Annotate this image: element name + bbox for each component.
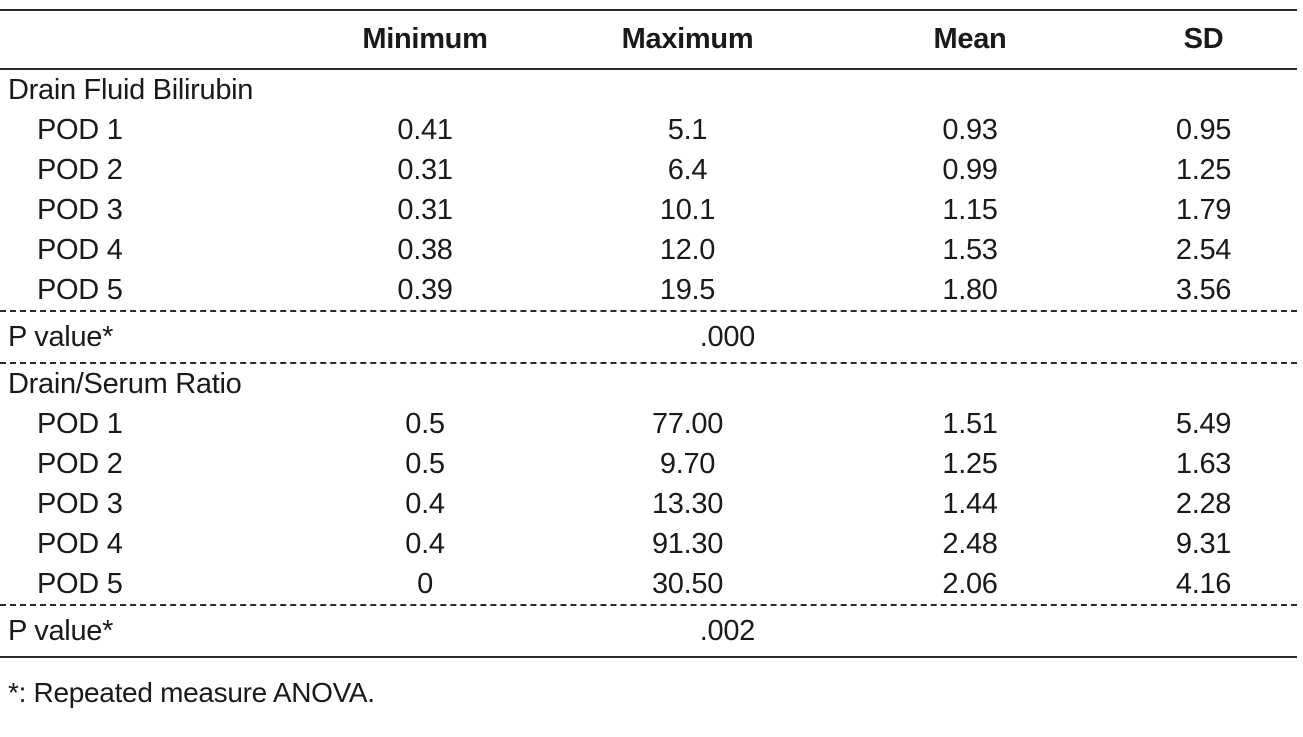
cell-maximum: 9.70 [659,447,716,480]
cell-sd: 5.49 [1175,407,1232,440]
dashed-rule [0,310,1297,312]
cell-sd: 0.95 [1175,113,1232,146]
row-label: POD 4 [37,527,123,560]
cell-sd: 9.31 [1175,527,1232,560]
row-label: POD 5 [37,273,123,306]
cell-maximum: 77.00 [651,407,724,440]
cell-minimum: 0.31 [397,193,453,226]
cell-mean: 1.15 [942,193,998,226]
section-title: Drain/Serum Ratio [0,364,1297,404]
table-row: POD 1 0.41 5.1 0.93 0.95 [0,110,1297,150]
dashed-rule [0,604,1297,606]
cell-mean: 1.25 [942,447,998,480]
row-label: POD 2 [37,153,123,186]
section-title-text: Drain/Serum Ratio [8,367,242,400]
cell-maximum: 13.30 [651,487,724,520]
table-row: POD 2 0.5 9.70 1.25 1.63 [0,444,1297,484]
cell-sd: 1.63 [1175,447,1232,480]
dashed-rule [0,362,1297,364]
table-row: POD 5 0 30.50 2.06 4.16 [0,564,1297,604]
section-title: Drain Fluid Bilirubin [0,70,1297,110]
pvalue-row: P value* .002 [0,606,1297,656]
cell-minimum: 0 [417,567,433,600]
cell-minimum: 0.5 [405,447,445,480]
cell-minimum: 0.31 [397,153,453,186]
header-sd: SD [1183,23,1224,55]
top-rule [0,9,1297,11]
header-rule [0,68,1297,70]
section-title-text: Drain Fluid Bilirubin [8,73,254,106]
pvalue-value: .002 [699,614,756,647]
row-label: POD 4 [37,233,123,266]
header-row: Minimum Maximum Mean SD [0,11,1297,68]
pvalue-label: P value* [8,320,114,353]
cell-minimum: 0.38 [397,233,453,266]
cell-sd: 4.16 [1175,567,1232,600]
cell-sd: 1.79 [1175,193,1232,226]
table-row: POD 3 0.31 10.1 1.15 1.79 [0,190,1297,230]
cell-mean: 1.51 [942,407,998,440]
cell-mean: 0.93 [942,113,998,146]
cell-sd: 2.54 [1175,233,1232,266]
table-row: POD 5 0.39 19.5 1.80 3.56 [0,270,1297,310]
header-minimum: Minimum [362,23,488,55]
table-row: POD 1 0.5 77.00 1.51 5.49 [0,404,1297,444]
cell-mean: 2.48 [942,527,998,560]
table-row: POD 4 0.38 12.0 1.53 2.54 [0,230,1297,270]
table-row: POD 4 0.4 91.30 2.48 9.31 [0,524,1297,564]
cell-maximum: 5.1 [667,113,708,146]
cell-maximum: 30.50 [651,567,724,600]
cell-mean: 1.80 [942,273,998,306]
cell-mean: 0.99 [942,153,998,186]
row-label: POD 3 [37,487,123,520]
header-mean: Mean [933,23,1007,55]
statistics-table: Minimum Maximum Mean SD Drain Fluid Bili… [0,9,1297,658]
cell-minimum: 0.5 [405,407,445,440]
cell-minimum: 0.41 [397,113,453,146]
cell-maximum: 12.0 [659,233,716,266]
row-label: POD 1 [37,113,123,146]
row-label: POD 5 [37,567,123,600]
row-label: POD 3 [37,193,123,226]
row-label: POD 2 [37,447,123,480]
cell-sd: 1.25 [1175,153,1232,186]
header-maximum: Maximum [621,23,754,55]
cell-mean: 2.06 [942,567,998,600]
pvalue-label: P value* [8,614,114,647]
cell-mean: 1.44 [942,487,998,520]
cell-maximum: 19.5 [659,273,716,306]
pvalue-value: .000 [699,320,756,353]
cell-maximum: 10.1 [659,193,716,226]
cell-minimum: 0.4 [405,527,445,560]
cell-maximum: 91.30 [651,527,724,560]
row-label: POD 1 [37,407,123,440]
footnote: *: Repeated measure ANOVA. [8,677,375,708]
cell-minimum: 0.39 [397,273,453,306]
cell-mean: 1.53 [942,233,998,266]
cell-sd: 3.56 [1175,273,1232,306]
table-row: POD 2 0.31 6.4 0.99 1.25 [0,150,1297,190]
cell-minimum: 0.4 [405,487,445,520]
pvalue-row: P value* .000 [0,312,1297,362]
cell-sd: 2.28 [1175,487,1232,520]
cell-maximum: 6.4 [667,153,708,186]
table-row: POD 3 0.4 13.30 1.44 2.28 [0,484,1297,524]
bottom-rule [0,656,1297,658]
